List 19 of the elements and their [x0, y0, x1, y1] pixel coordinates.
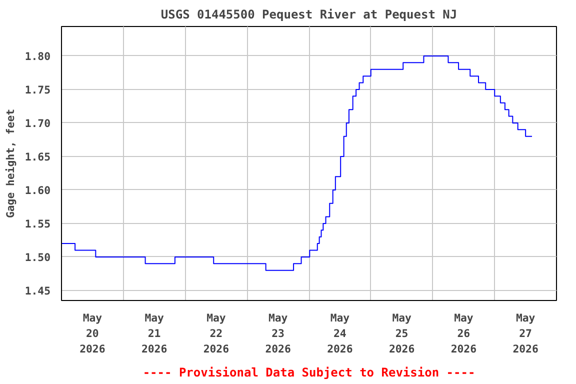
- y-tick-label: 1.70: [24, 116, 51, 130]
- x-tick-label: May 22 2026: [203, 312, 230, 356]
- y-tick-label: 1.45: [24, 284, 51, 298]
- y-tick-label: 1.50: [24, 250, 51, 264]
- x-tick-label: May 26 2026: [450, 312, 477, 356]
- text: ---- Provisional Data Subject to Revision ----: [142, 366, 476, 380]
- x-tick-label: May 20 2026: [80, 312, 106, 356]
- y-tick-label: 1.75: [24, 83, 51, 96]
- x-tick-label: May 27 2026: [512, 312, 538, 356]
- y-tick-label: 1.55: [24, 217, 51, 230]
- chart-title: USGS 01445500 Pequest River at Pequest NJ: [160, 8, 458, 22]
- y-tick-label: 1.60: [24, 184, 51, 197]
- x-tick-label: May 23 2026: [265, 312, 291, 356]
- y-tick-label: 1.65: [24, 150, 51, 164]
- y-tick-label: 1.80: [24, 50, 51, 63]
- y-axis-title: Gage height, feet: [4, 108, 17, 218]
- x-tick-label: May 25 2026: [388, 312, 415, 356]
- x-tick-label: May 21 2026: [141, 312, 168, 356]
- x-tick-label: May 24 2026: [327, 312, 353, 356]
